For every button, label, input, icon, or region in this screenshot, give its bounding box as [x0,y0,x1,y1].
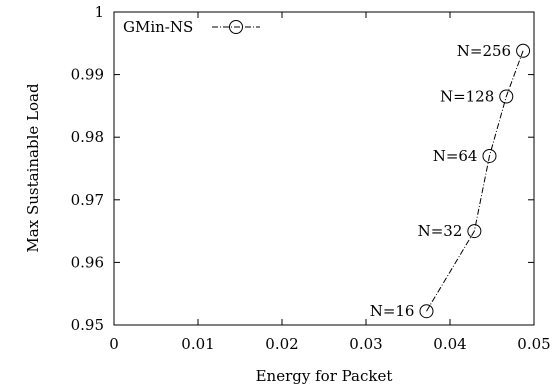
series-line [426,50,524,312]
y-axis-label: Max Sustainable Load [24,83,42,253]
x-tick-label: 0.01 [181,335,214,353]
y-tick-label: 0.99 [71,66,104,84]
y-tick-label: 0.96 [71,253,104,271]
plot-frame [113,11,535,326]
data-point [467,224,482,239]
y-axis-ticks: 0.95 0.96 0.97 0.98 0.99 1 [71,3,534,334]
x-tick-label: 0 [109,335,119,353]
data-point [482,148,497,163]
x-tick-label: 0.03 [349,335,382,353]
point-label: N=16 [370,302,415,320]
x-tick-label: 0.04 [433,335,466,353]
x-axis-ticks: 0 0.01 0.02 0.03 0.04 0.05 [109,12,551,353]
legend-marker [229,20,243,34]
x-tick-label: 0.05 [517,335,550,353]
data-point [516,43,531,58]
point-label: N=256 [457,42,511,60]
x-axis-label: Energy for Packet [256,367,393,385]
point-label: N=32 [418,222,463,240]
data-point [419,304,434,319]
data-point [499,89,514,104]
legend: GMin-NS [123,18,260,36]
y-tick-label: 0.95 [71,316,104,334]
x-tick-label: 0.02 [265,335,298,353]
y-tick-label: 0.97 [71,191,104,209]
y-tick-label: 0.98 [71,128,104,146]
y-tick-label: 1 [94,3,104,21]
legend-entry-label: GMin-NS [123,18,193,36]
series-layer: N=16 N=32 N=64 N=128 N=256 [370,42,531,320]
point-label: N=64 [433,147,478,165]
point-label: N=128 [440,88,494,106]
